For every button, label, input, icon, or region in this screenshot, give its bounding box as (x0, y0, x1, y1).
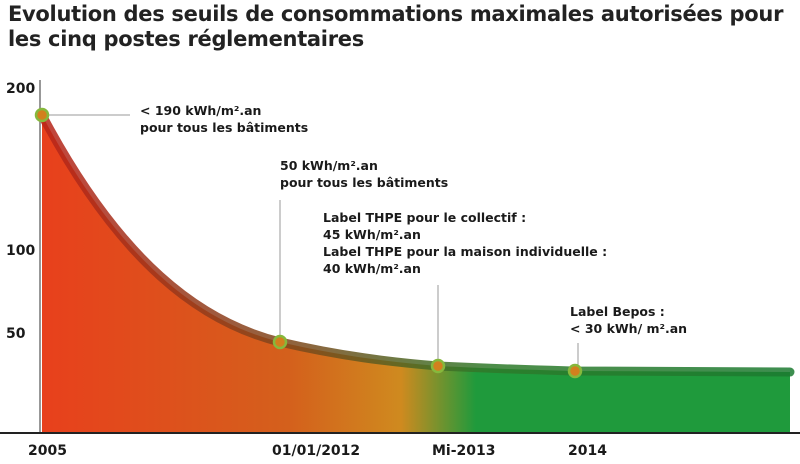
annotation-line: Label THPE pour le collectif : (323, 210, 526, 225)
point-annotation: Label Bepos : < 30 kWh/ m².an (570, 304, 687, 336)
annotation-line: 40 kWh/m².an (323, 261, 421, 276)
point-annotation: < 190 kWh/m².an pour tous les bâtiments (140, 103, 308, 135)
y-tick-label: 100 (6, 243, 35, 259)
x-tick-label: 2005 (28, 443, 67, 459)
x-tick-label: Mi-2013 (432, 443, 496, 459)
data-point-marker (430, 358, 446, 374)
leader-layer (46, 114, 579, 367)
data-point-marker (567, 363, 583, 379)
x-tick-label: 2014 (568, 443, 607, 459)
annotation-line: Label Bepos : (570, 304, 665, 319)
data-point-marker (34, 107, 50, 123)
annotation-line: < 30 kWh/ m².an (570, 321, 687, 336)
area-fill (42, 115, 790, 432)
y-tick-label: 50 (6, 326, 26, 342)
annotation-line: 50 kWh/m².an (280, 158, 378, 173)
x-tick-label: 01/01/2012 (272, 443, 360, 459)
annotation-line: pour tous les bâtiments (280, 175, 448, 190)
annotation-line: 45 kWh/m².an (323, 227, 421, 242)
area-edge (37, 110, 795, 377)
area-layer (37, 110, 795, 432)
axis-layer: 50 100 200 2005 01/01/2012 Mi-2013 2014 (0, 80, 800, 459)
point-annotation: Label THPE pour le collectif : 45 kWh/m².… (323, 210, 607, 276)
data-point-marker (272, 334, 288, 350)
annotation-line: pour tous les bâtiments (140, 120, 308, 135)
y-tick-label: 200 (6, 81, 35, 97)
chart-title: Evolution des seuils de consommations ma… (8, 2, 784, 51)
annotation-line: Label THPE pour la maison individuelle : (323, 244, 607, 259)
marker-layer (34, 107, 583, 379)
point-annotation: 50 kWh/m².an pour tous les bâtiments (280, 158, 448, 190)
annotation-layer: < 190 kWh/m².an pour tous les bâtiments50… (140, 103, 687, 336)
annotation-line: < 190 kWh/m².an (140, 103, 261, 118)
